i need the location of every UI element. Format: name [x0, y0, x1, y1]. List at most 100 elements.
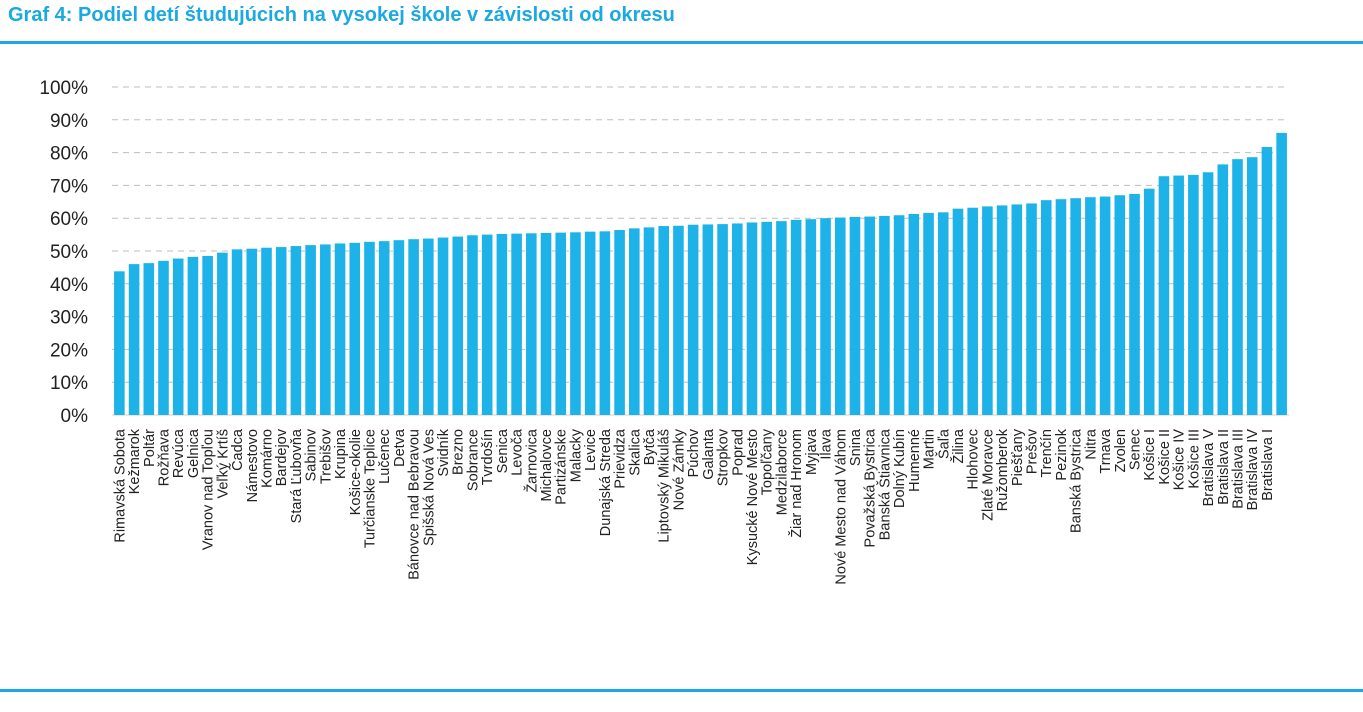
x-tick-label: Myjava [804, 428, 820, 475]
bar [526, 233, 537, 415]
bar [408, 239, 419, 415]
bar [128, 264, 140, 415]
x-tick-label: Dunajská Streda [598, 428, 614, 536]
bar [423, 238, 434, 415]
bar [202, 255, 213, 415]
x-tick-label: Trebišov [318, 428, 334, 484]
bar [982, 206, 993, 415]
bar [1202, 172, 1214, 415]
x-tick-label: Košice-okolie [348, 429, 364, 515]
x-tick-label: Stropkov [716, 428, 732, 486]
bar [1026, 203, 1037, 415]
x-tick-label: Stará Ľubovňa [289, 428, 305, 523]
x-tick-label: Zlaté Moravce [980, 429, 996, 521]
bar [790, 219, 802, 415]
bar [246, 248, 258, 415]
bar [1158, 176, 1170, 415]
bar [1232, 159, 1243, 415]
bar [1261, 147, 1273, 416]
bar [996, 205, 1008, 415]
bar [746, 222, 758, 415]
bar [820, 218, 831, 415]
bar [364, 241, 375, 415]
y-tick-label: 80% [50, 144, 88, 165]
x-tick-label: Malacky [568, 428, 584, 482]
x-tick-label: Partizánske [554, 429, 570, 505]
bar [864, 216, 875, 415]
bar [1276, 132, 1287, 416]
x-tick-label: Nové Mesto nad Váhom [833, 429, 849, 585]
bar [849, 216, 861, 415]
bar [349, 242, 361, 415]
bar [687, 224, 699, 415]
bar [805, 219, 817, 415]
x-tick-label: Trnava [1098, 428, 1114, 474]
x-tick-label: Bánovce nad Bebravou [407, 429, 423, 580]
bar [467, 235, 478, 415]
x-tick-label: Lučenec [377, 429, 393, 484]
bar [570, 232, 581, 415]
bar [1114, 195, 1126, 415]
x-tick-label: Ilava [819, 428, 835, 460]
x-tick-label: Ružomberok [995, 428, 1011, 511]
x-tick-label: Trenčín [1039, 429, 1055, 478]
x-tick-label: Turčianske Teplice [362, 429, 378, 548]
bar [1040, 200, 1052, 415]
bar [231, 249, 243, 415]
bar [305, 245, 316, 415]
bar [290, 246, 302, 415]
x-tick-label: Levice [583, 429, 599, 471]
x-tick-label: Nitra [1083, 428, 1099, 460]
x-tick-label: Hlohovec [966, 429, 982, 489]
bar [1085, 197, 1096, 415]
bar [614, 230, 625, 415]
bar [378, 241, 390, 415]
bar [584, 231, 596, 415]
x-tick-label: Bratislava I [1260, 429, 1276, 501]
x-tick-label: Komárno [259, 429, 275, 488]
y-tick-label: 20% [50, 340, 88, 361]
bar [702, 224, 714, 415]
x-tick-label: Námestovo [245, 429, 261, 502]
bar [937, 212, 949, 415]
bar [893, 215, 905, 415]
x-tick-label: Galanta [701, 428, 717, 480]
x-tick-label: Bratislava V [1201, 429, 1217, 507]
bar [437, 237, 449, 415]
y-tick-label: 40% [50, 275, 88, 296]
bar [923, 212, 934, 415]
bar [776, 221, 787, 415]
bar [834, 217, 846, 415]
y-tick-label: 70% [50, 176, 88, 197]
bar [879, 215, 890, 415]
bar [275, 247, 287, 415]
bar [599, 231, 611, 415]
bar [1099, 196, 1111, 415]
x-tick-label: Prievidza [613, 428, 629, 489]
bar [731, 223, 743, 415]
x-tick-label: Šaľa [935, 428, 952, 459]
bar [761, 221, 773, 415]
x-tick-label: Prešov [1025, 428, 1041, 474]
bar [187, 256, 199, 415]
x-tick-label: Skalica [627, 428, 643, 476]
x-tick-label: Kysucké Nové Mesto [745, 429, 761, 565]
x-tick-label: Banská Štiavnica [876, 428, 893, 540]
x-tick-label: Žarnovica [523, 428, 540, 493]
bar [1173, 175, 1184, 415]
bar [540, 232, 552, 415]
x-tick-label: Košice III [1186, 429, 1202, 489]
x-tick-label: Košice I [1142, 429, 1158, 481]
x-tick-label: Medzilaborce [774, 429, 790, 515]
x-tick-label: Spišská Nová Ves [421, 429, 437, 546]
x-tick-label: Nové Zámky [671, 428, 687, 510]
bar [496, 233, 508, 415]
bar [158, 260, 169, 415]
bar [673, 225, 684, 415]
bar [717, 224, 728, 415]
x-tick-label: Topoľčany [760, 428, 776, 495]
x-tick-label: Vranov nad Topľou [201, 429, 217, 550]
x-tick-label: Piešťany [1010, 428, 1026, 486]
title-underline [0, 41, 1363, 44]
x-tick-label: Považská Bystrica [863, 428, 879, 547]
